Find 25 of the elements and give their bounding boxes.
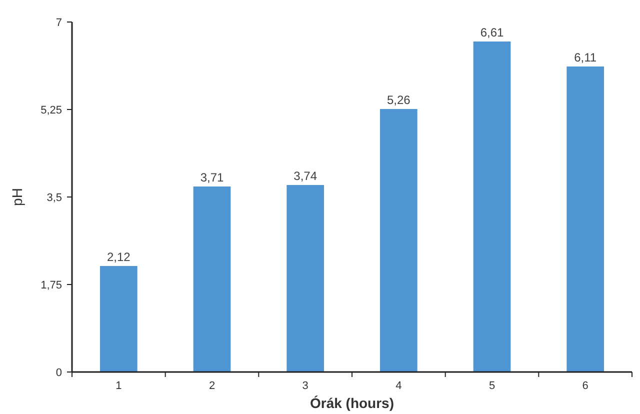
x-tick-label: 6 (582, 380, 588, 392)
bar (286, 185, 324, 372)
bar (193, 186, 231, 372)
x-tick-label: 4 (396, 380, 402, 392)
y-tick-label: 1,75 (40, 279, 62, 292)
data-label: 2,12 (106, 250, 131, 264)
y-tick-label: 7 (56, 16, 62, 29)
x-tick-label: 1 (116, 380, 122, 392)
bar (566, 66, 604, 372)
data-label: 3,74 (294, 169, 318, 183)
x-tick-label: 2 (208, 380, 216, 392)
data-label: 6,61 (480, 26, 504, 40)
bar (380, 109, 418, 372)
y-tick-label: 0 (56, 366, 62, 379)
bar (473, 42, 511, 372)
x-axis-title: Órák (hours) (310, 395, 394, 411)
data-label: 3,71 (200, 170, 224, 184)
x-tick-label: 5 (488, 380, 496, 392)
y-axis-title: pH (9, 188, 25, 206)
y-tick-label: 3,5 (46, 192, 62, 204)
x-tick-label: 3 (302, 380, 308, 392)
data-label: 5,26 (386, 93, 411, 107)
data-label: 6,11 (574, 50, 597, 64)
y-tick-label: 5,25 (40, 104, 62, 116)
bar (100, 266, 138, 372)
